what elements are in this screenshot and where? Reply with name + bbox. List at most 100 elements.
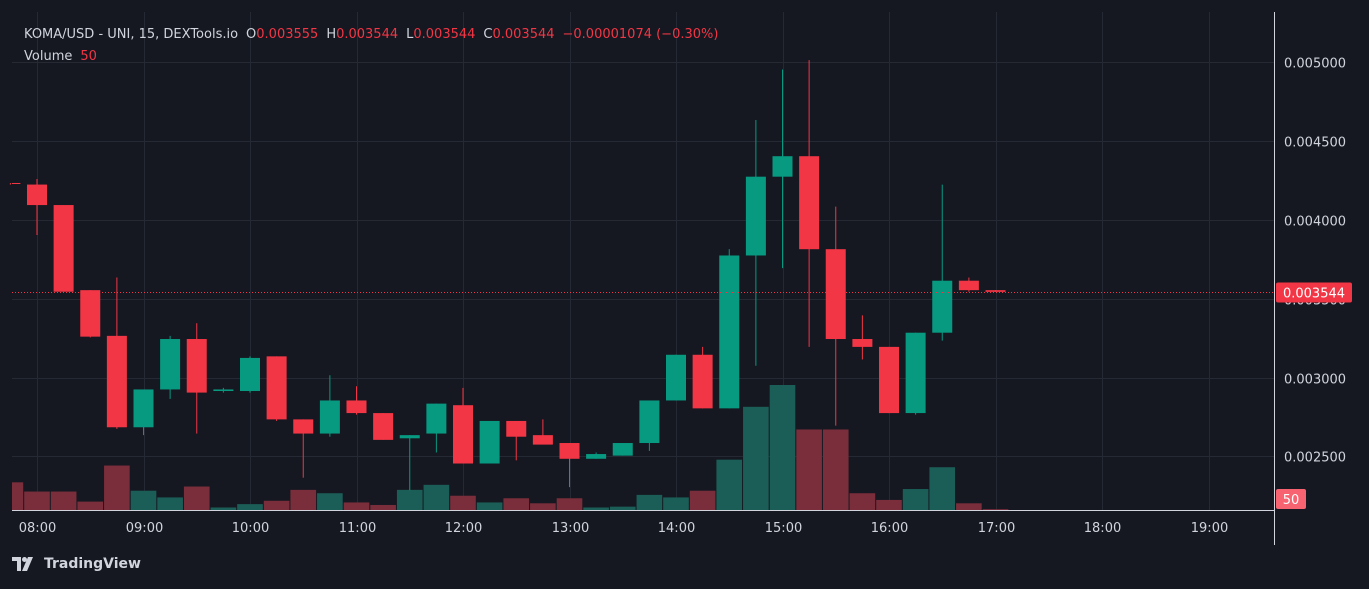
candle-body bbox=[745, 176, 766, 256]
time-tick-label: 15:00 bbox=[765, 521, 802, 536]
candle bbox=[213, 387, 234, 393]
volume-bar bbox=[77, 501, 104, 510]
candle bbox=[373, 413, 394, 440]
candle-body bbox=[559, 443, 580, 459]
candle bbox=[985, 290, 1006, 292]
candle-body bbox=[506, 420, 527, 437]
volume-value: 50 bbox=[80, 49, 97, 64]
volume-bar bbox=[663, 497, 689, 510]
volume-bar bbox=[210, 507, 237, 510]
candle-body bbox=[53, 205, 74, 292]
volume-bar bbox=[423, 484, 450, 510]
candle bbox=[479, 420, 500, 464]
high-value: 0.003544 bbox=[336, 27, 399, 42]
candle bbox=[186, 323, 207, 434]
time-tick-label: 10:00 bbox=[232, 521, 269, 536]
volume-bar bbox=[716, 459, 743, 510]
candle bbox=[506, 420, 527, 461]
volume-bar bbox=[157, 497, 183, 510]
candle bbox=[666, 354, 686, 401]
candle bbox=[586, 452, 607, 459]
candle-body bbox=[453, 405, 473, 464]
candle-body bbox=[426, 403, 447, 434]
volume-bar bbox=[104, 465, 130, 510]
close-value: 0.003544 bbox=[492, 27, 555, 42]
candle-body bbox=[240, 357, 260, 392]
candle-body bbox=[958, 280, 979, 291]
candle bbox=[80, 290, 101, 338]
candle bbox=[719, 249, 740, 409]
candle bbox=[612, 443, 633, 456]
volume-bar bbox=[876, 499, 902, 510]
candles bbox=[9, 60, 1006, 491]
candle-body bbox=[479, 420, 500, 464]
volume-bars bbox=[12, 385, 1009, 510]
price-tick-label: 0.005000 bbox=[1284, 57, 1346, 72]
time-tick-label: 16:00 bbox=[871, 521, 908, 536]
candle bbox=[27, 179, 47, 235]
low-label: L bbox=[406, 27, 414, 42]
candle-body bbox=[319, 400, 340, 434]
volume-bar bbox=[12, 482, 24, 510]
candle-body bbox=[106, 335, 127, 428]
candle bbox=[426, 403, 447, 453]
candle-body bbox=[266, 356, 287, 420]
candle-body bbox=[692, 354, 713, 409]
candle-body bbox=[12, 182, 21, 184]
tradingview-logo[interactable]: TradingView bbox=[12, 556, 141, 572]
volume-bar bbox=[290, 489, 317, 510]
ohlc-row: KOMA/USD - UNI, 15, DEXTools.io O0.003555… bbox=[24, 24, 718, 46]
volume-bar bbox=[237, 504, 263, 510]
volume-bar bbox=[743, 406, 769, 510]
volume-bar bbox=[476, 502, 503, 510]
volume-row: Volume 50 bbox=[24, 46, 718, 68]
low-value: 0.003544 bbox=[413, 27, 476, 42]
candle-body bbox=[985, 290, 1006, 292]
candle bbox=[559, 443, 580, 488]
time-tick-label: 18:00 bbox=[1084, 521, 1121, 536]
time-tick-label: 12:00 bbox=[445, 521, 482, 536]
candle-body bbox=[719, 255, 740, 409]
time-tick-label: 19:00 bbox=[1191, 521, 1228, 536]
candle bbox=[133, 389, 154, 436]
candle-body bbox=[932, 280, 953, 333]
candle-body bbox=[825, 249, 846, 340]
candle-body bbox=[213, 389, 234, 392]
candle-body bbox=[373, 413, 394, 440]
time-tick-label: 11:00 bbox=[339, 521, 376, 536]
last-volume-tag: 50 bbox=[1276, 489, 1306, 509]
candle bbox=[852, 315, 873, 360]
candle bbox=[160, 335, 181, 399]
symbol-label: KOMA/USD - UNI, 15, DEXTools.io bbox=[24, 27, 239, 42]
candle-body bbox=[293, 419, 314, 434]
candle-body bbox=[586, 454, 607, 459]
candle-body bbox=[852, 339, 873, 347]
time-axis[interactable]: 08:00 09:00 10:00 11:00 12:00 13:00 14:00 15:00… bbox=[19, 521, 1228, 536]
candle bbox=[266, 356, 287, 421]
tradingview-logo-icon bbox=[12, 557, 33, 571]
time-tick-label: 13:00 bbox=[552, 521, 589, 536]
candle bbox=[772, 69, 793, 269]
price-tick-label: 0.004500 bbox=[1284, 136, 1346, 151]
last-price-box bbox=[1276, 282, 1352, 303]
candle bbox=[905, 332, 926, 415]
candle bbox=[319, 375, 340, 437]
candle bbox=[825, 206, 846, 426]
volume-bar bbox=[982, 509, 1009, 510]
candle bbox=[932, 184, 953, 341]
candle-body bbox=[399, 435, 420, 439]
candle bbox=[53, 205, 74, 292]
chart-legend: KOMA/USD - UNI, 15, DEXTools.io O0.003555… bbox=[24, 24, 718, 68]
close-label: C bbox=[483, 27, 493, 42]
candle bbox=[240, 356, 260, 393]
price-tick-label: 0.004000 bbox=[1284, 215, 1346, 230]
volume-bar bbox=[450, 495, 476, 510]
volume-bar bbox=[583, 507, 609, 510]
volume-bar bbox=[130, 490, 157, 510]
volume-bar bbox=[956, 503, 982, 510]
volume-bar bbox=[183, 486, 210, 510]
time-tick-label: 08:00 bbox=[19, 521, 56, 536]
volume-bar bbox=[769, 385, 796, 510]
